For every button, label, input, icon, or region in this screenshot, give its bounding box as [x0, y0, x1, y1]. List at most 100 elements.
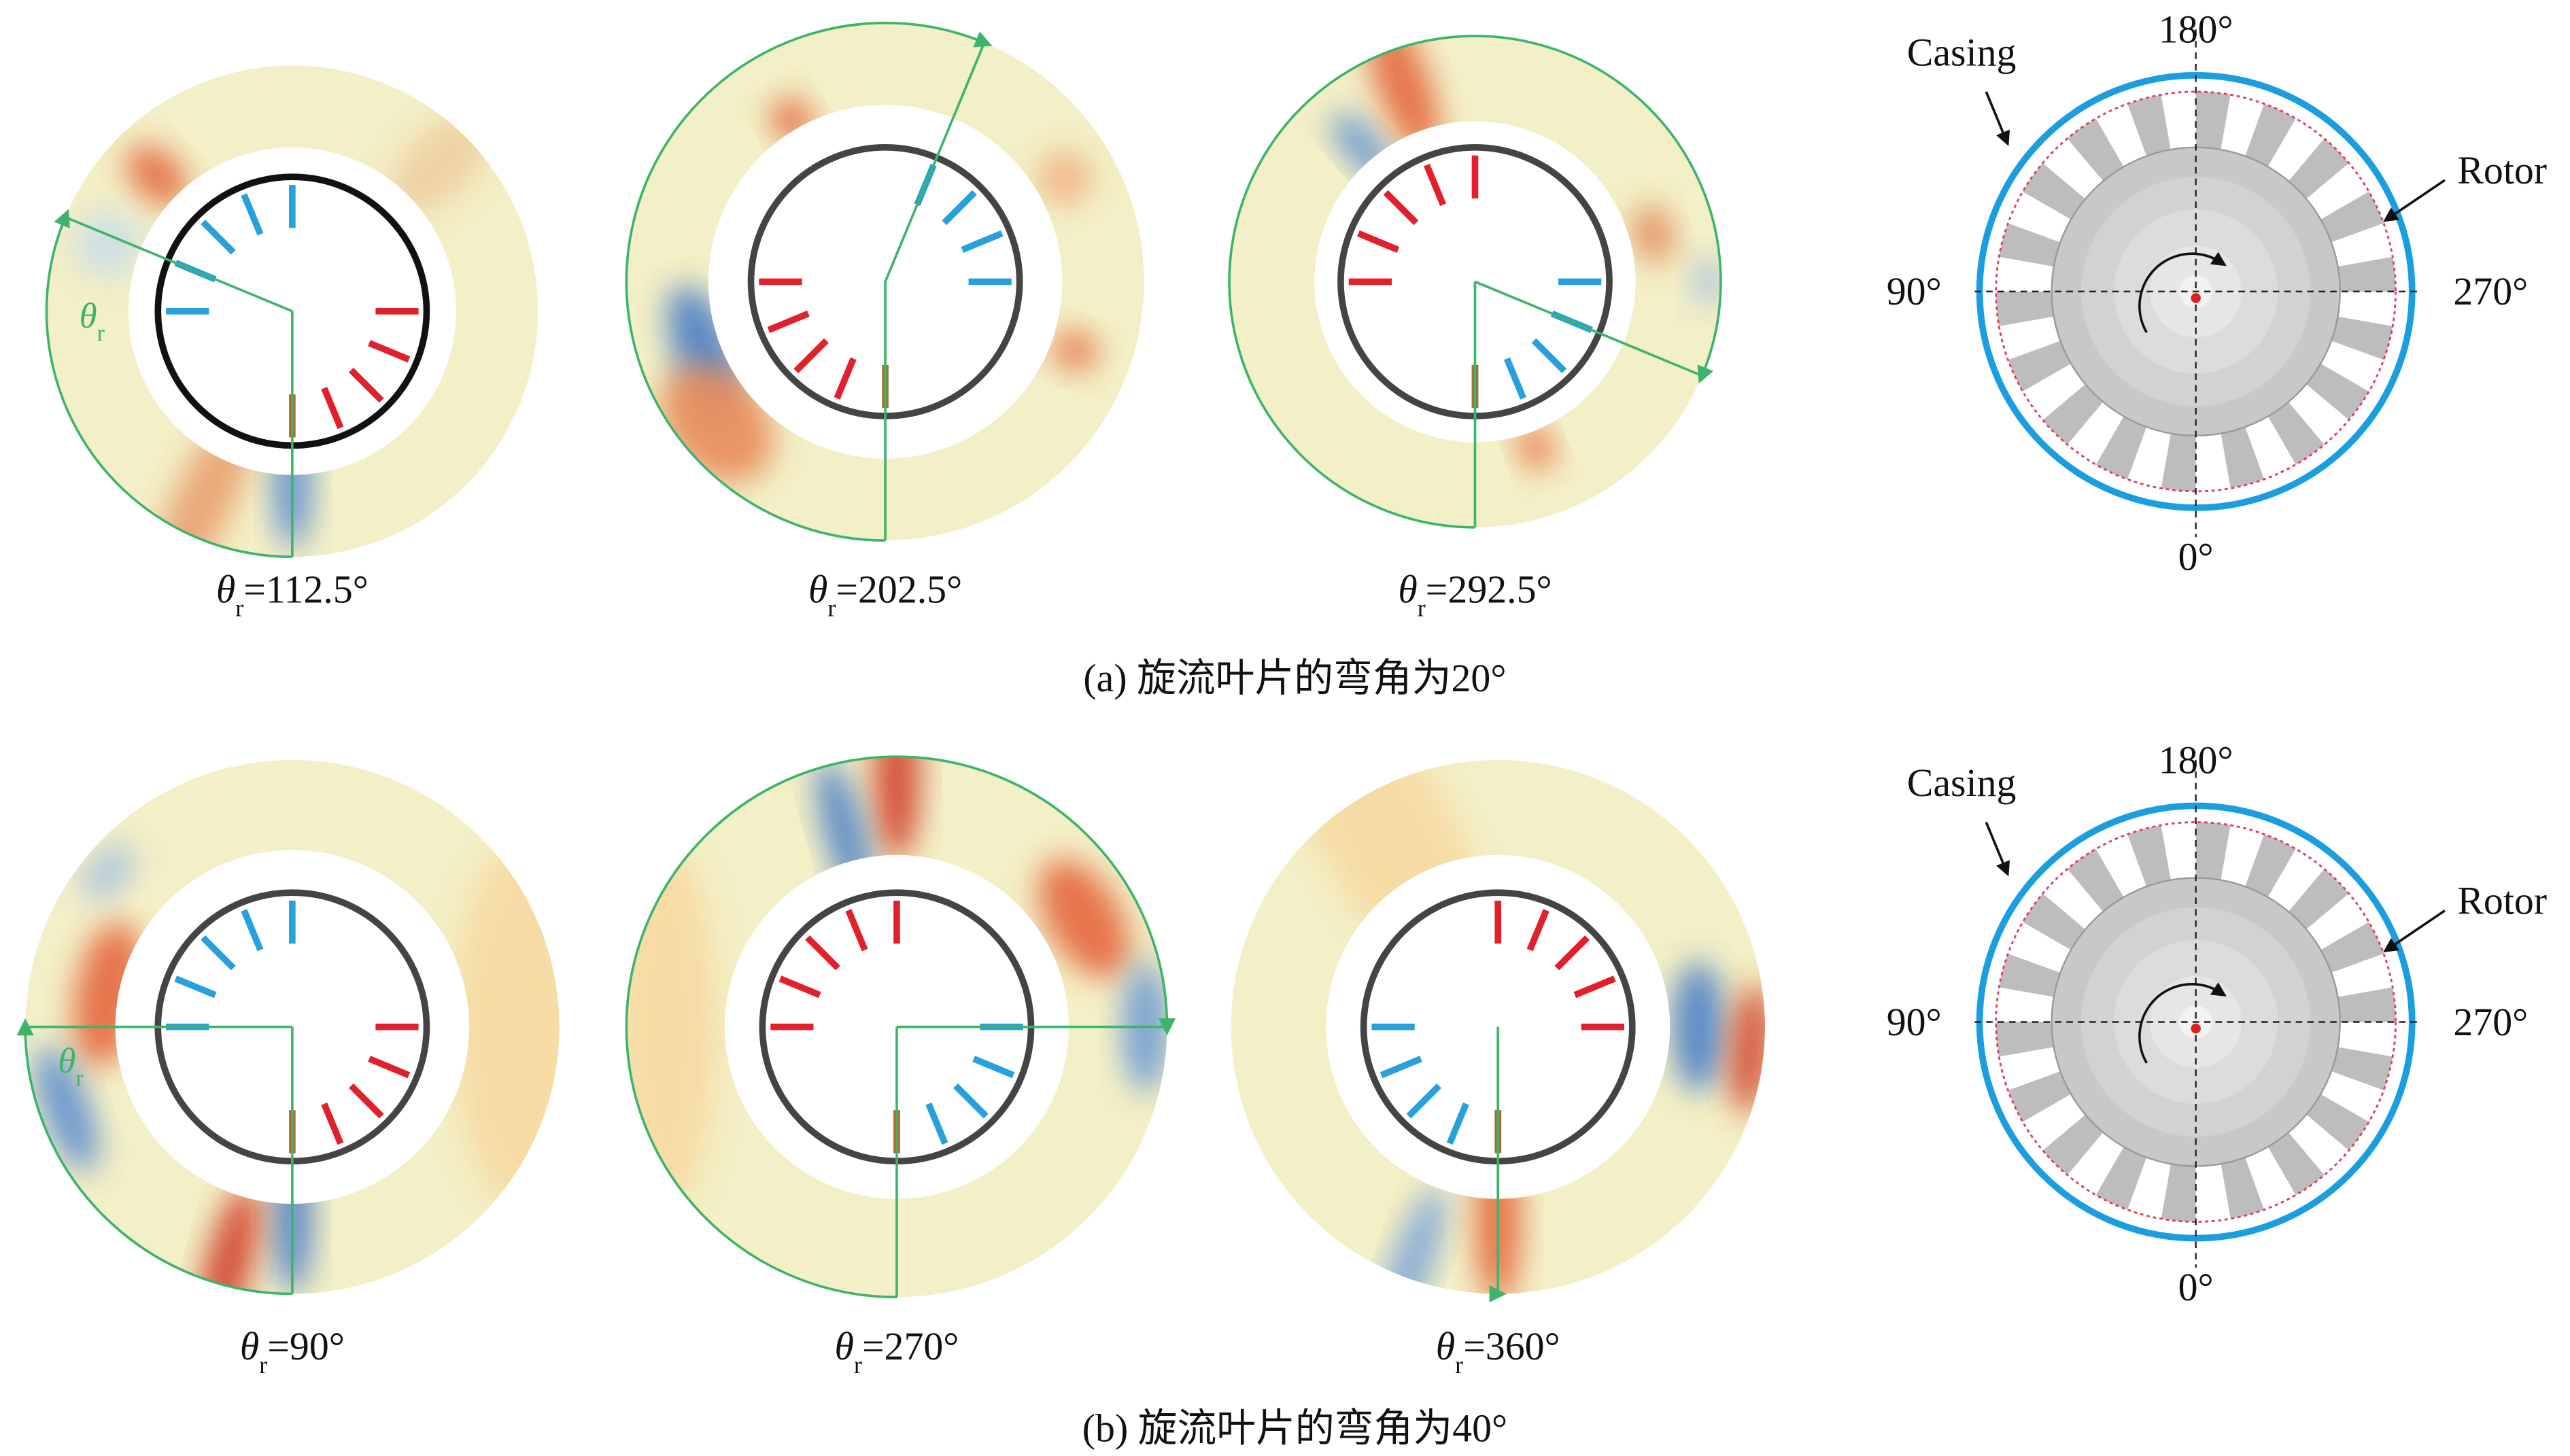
schematic: Casing Rotor 180° 90° 270° 0°	[1887, 7, 2547, 579]
casing-label: Casing	[1907, 761, 2017, 805]
rotor-label: Rotor	[2457, 878, 2547, 922]
rotor-blade	[2320, 341, 2384, 392]
blade-tick	[201, 935, 236, 971]
rotor-blade	[1999, 1047, 2061, 1091]
contour-blob	[198, 1185, 260, 1294]
contour-blob	[1672, 961, 1725, 1093]
rotor-blade	[2127, 94, 2171, 156]
blade-tick	[349, 1083, 384, 1119]
rotor-blade	[2331, 953, 2393, 997]
rotor-blade	[2042, 138, 2104, 199]
blade-tick	[321, 387, 344, 430]
contour-blob	[1518, 426, 1553, 470]
rotor-line	[1474, 280, 1703, 377]
contour-blob	[1038, 152, 1091, 205]
panel-label: θr=292.5°	[1398, 568, 1552, 622]
blade-tick	[368, 1056, 411, 1079]
rotor-blade	[2337, 987, 2396, 1022]
rotor-blade	[2008, 191, 2072, 243]
rotor-blade	[2042, 384, 2104, 445]
rotor-blade	[2221, 427, 2265, 489]
blade-tick	[201, 220, 236, 255]
blade-tick	[778, 975, 821, 999]
blade-tick	[1554, 935, 1590, 971]
rotor-blade	[2320, 922, 2384, 973]
rotor-blade	[1995, 987, 2054, 1022]
rotor-blade	[2195, 433, 2231, 491]
blade-tick	[1423, 163, 1447, 207]
subscript: r	[1455, 1351, 1463, 1379]
blade-tick	[942, 190, 977, 226]
rotor-blade	[1999, 223, 2061, 267]
contour-blob	[1692, 258, 1721, 305]
rotor-blade	[2095, 1147, 2147, 1210]
schematic: Casing Rotor 180° 90° 270° 0°	[1887, 738, 2547, 1309]
blade-tick	[1383, 190, 1419, 226]
rotor-blade	[2067, 1132, 2124, 1196]
rotor-blade	[2042, 869, 2104, 930]
contour-blob	[626, 846, 717, 1207]
subscript: r	[259, 1351, 267, 1379]
theta-arc	[16, 1018, 292, 1296]
contour-panel: θr=202.5°	[625, 21, 1144, 622]
contour-blob	[1038, 859, 1129, 979]
caption: (a) 旋流叶片的弯角为20°	[1083, 656, 1506, 700]
theta-arc	[1228, 35, 1722, 529]
rotor-blade	[2320, 191, 2384, 243]
blade-tick	[972, 1056, 1015, 1079]
angle-right: 270°	[2453, 269, 2528, 313]
rotor-blade	[2195, 91, 2231, 150]
blade-tick	[805, 935, 840, 971]
rotor-blade	[1995, 256, 2054, 292]
blade-tick	[1406, 1083, 1442, 1119]
contour-blob	[453, 846, 560, 1207]
blade-tick	[925, 1103, 948, 1145]
subscript: r	[827, 595, 836, 622]
rotor-blade	[2337, 256, 2396, 292]
rotor-blade	[2245, 416, 2296, 480]
rotor-blade	[2337, 291, 2396, 326]
rotor-blade	[2245, 103, 2296, 167]
contour-blob	[388, 111, 492, 215]
blade-tick	[767, 310, 810, 333]
rotor-pointer	[2382, 909, 2446, 953]
rotor-tip	[1995, 90, 2397, 493]
rotor-blade	[2267, 848, 2325, 912]
value: =202.5°	[836, 568, 962, 612]
contour-blob	[35, 1047, 98, 1171]
center-dot	[2191, 293, 2201, 303]
rotor-blade	[2221, 1157, 2265, 1219]
blade-tick	[241, 193, 264, 236]
blade-tick	[368, 340, 411, 363]
value: =270°	[862, 1324, 959, 1368]
contour-blob	[1377, 1188, 1445, 1294]
value: =90°	[267, 1324, 345, 1368]
rotor-label: Rotor	[2457, 148, 2547, 192]
blade-tick	[1357, 230, 1400, 253]
contour-panel: θr=270°	[625, 755, 1176, 1379]
subscript: r	[75, 1066, 83, 1091]
rotor-blade	[2195, 1164, 2231, 1222]
symbol: θ	[1436, 1324, 1455, 1368]
rotor-blade	[2245, 834, 2296, 897]
subscript: r	[97, 320, 105, 345]
blade-tick	[1531, 338, 1567, 374]
rotor-blade	[2306, 1094, 2369, 1151]
rotation-arrow	[2138, 252, 2227, 334]
rotor-blade	[2267, 402, 2325, 465]
rotor-line	[884, 42, 986, 283]
rotor-blade	[2067, 848, 2124, 912]
rotor-blade	[2161, 91, 2196, 150]
subscript: r	[854, 1351, 862, 1379]
rotation-arrow	[2138, 982, 2227, 1064]
rotor-blade	[2161, 1164, 2196, 1222]
contour-blob	[126, 145, 187, 206]
theta-arc	[45, 209, 292, 559]
contour-panel: θr=360°	[1231, 759, 1765, 1379]
blade-tick	[953, 1083, 989, 1119]
rotor-line	[65, 215, 293, 313]
casing-label: Casing	[1907, 30, 2017, 74]
contour-blob	[1632, 205, 1674, 263]
caption: (b) 旋流叶片的弯角为40°	[1082, 1406, 1507, 1450]
